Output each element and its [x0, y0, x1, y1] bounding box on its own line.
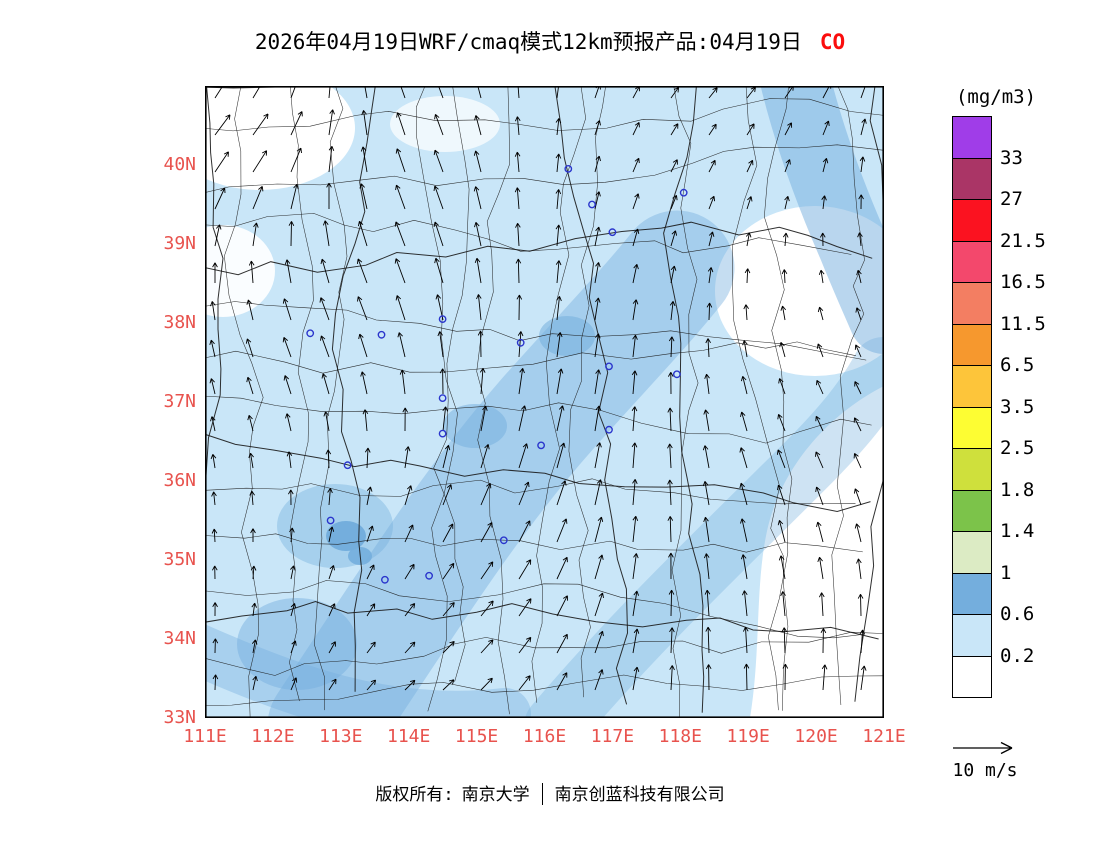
- legend-swatch: [952, 365, 992, 408]
- lat-tick-label: 36N: [163, 470, 196, 491]
- legend-value-label: 1.4: [1000, 520, 1035, 542]
- lon-tick-label: 117E: [590, 726, 635, 747]
- legend-value-label: 27: [1000, 188, 1023, 210]
- title-text: 2026年04月19日WRF/cmaq模式12km预报产品:04月19日: [254, 30, 802, 54]
- lat-tick-label: 40N: [163, 154, 196, 175]
- city-marker: [605, 362, 613, 371]
- copyright-divider: [541, 783, 543, 805]
- legend-swatch: [952, 489, 992, 532]
- city-marker: [605, 425, 613, 434]
- city-marker: [377, 330, 386, 339]
- legend-swatch: [952, 282, 992, 325]
- legend-value-label: 0.2: [1000, 644, 1035, 667]
- title-pollutant: CO: [819, 30, 846, 54]
- city-marker: [326, 516, 335, 525]
- legend-swatch: [952, 531, 992, 574]
- lon-tick-label: 112E: [251, 726, 295, 747]
- co-fill-layer: [205, 86, 884, 718]
- copyright-owner2: 南京创蓝科技有限公司: [554, 785, 725, 805]
- legend-swatch: [952, 448, 992, 491]
- lon-tick-label: 120E: [794, 726, 838, 747]
- legend-swatch: [952, 199, 992, 242]
- city-marker: [438, 315, 447, 324]
- legend-swatch: [952, 157, 992, 200]
- legend-value-label: 33: [1000, 146, 1023, 169]
- city-marker: [672, 370, 681, 379]
- city-marker: [425, 571, 434, 580]
- lon-tick-label: 118E: [658, 726, 702, 747]
- city-marker: [380, 575, 389, 584]
- city-markers: [306, 165, 688, 584]
- city-marker: [679, 188, 688, 197]
- legend-value-label: 11.5: [1000, 312, 1046, 335]
- lon-tick-label: 114E: [387, 726, 431, 747]
- legend-swatch: [952, 406, 992, 449]
- lat-tick-label: 38N: [163, 312, 196, 333]
- legend-swatch: [952, 116, 992, 159]
- city-marker: [564, 165, 573, 173]
- copyright-owner1: 南京大学: [461, 785, 530, 805]
- legend-value-label: 2.5: [1000, 437, 1035, 459]
- wind-reference-arrow-icon: [953, 741, 1013, 755]
- lon-tick-label: 116E: [522, 726, 567, 747]
- lon-tick-label: 111E: [183, 726, 227, 747]
- copyright: 版权所有: 南京大学 南京创蓝科技有限公司: [0, 780, 1100, 805]
- city-marker: [608, 228, 617, 237]
- city-marker: [343, 461, 352, 470]
- lat-tick-label: 35N: [163, 549, 196, 570]
- legend-value-label: 6.5: [1000, 354, 1035, 376]
- legend-value-label: 16.5: [1000, 271, 1046, 293]
- city-marker: [588, 200, 596, 209]
- legend-value-label: 0.6: [1000, 603, 1035, 625]
- lon-tick-label: 119E: [726, 726, 770, 747]
- copyright-prefix: 版权所有:: [375, 785, 454, 805]
- legend-value-label: 1: [1000, 561, 1012, 584]
- legend-value-label: 21.5: [1000, 229, 1046, 252]
- wind-reference-label: 10 m/s: [952, 760, 1018, 781]
- legend-swatch: [952, 614, 992, 657]
- wind-vectors: [209, 86, 868, 691]
- city-marker: [438, 429, 447, 438]
- legend-title: (mg/m3): [955, 86, 1037, 108]
- lat-tick-label: 33N: [163, 707, 196, 728]
- city-marker: [306, 329, 315, 338]
- lat-tick-label: 39N: [163, 233, 196, 254]
- map-plot: [205, 86, 884, 718]
- page-title: 2026年04月19日WRF/cmaq模式12km预报产品:04月19日 CO: [0, 26, 1100, 56]
- legend-value-label: 3.5: [1000, 395, 1035, 418]
- city-marker: [516, 338, 525, 347]
- lon-tick-label: 113E: [319, 726, 363, 747]
- legend-swatch: [952, 323, 992, 366]
- lat-tick-label: 37N: [163, 391, 196, 412]
- city-marker: [537, 441, 545, 450]
- city-marker: [499, 536, 508, 545]
- city-marker: [438, 394, 447, 402]
- lon-tick-label: 121E: [862, 726, 906, 747]
- map-frame: [205, 86, 884, 718]
- lon-tick-label: 115E: [454, 726, 499, 747]
- legend-swatch: [952, 240, 992, 283]
- lat-tick-label: 34N: [163, 628, 196, 649]
- legend-value-label: 1.8: [1000, 478, 1035, 501]
- legend-swatch: [952, 572, 992, 615]
- legend-swatch: [952, 655, 992, 698]
